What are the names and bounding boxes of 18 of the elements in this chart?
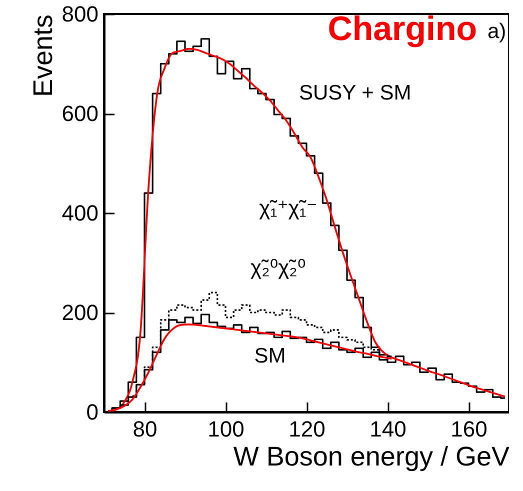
- annotation: SUSY + SM: [298, 82, 412, 105]
- annotation: SM: [254, 344, 286, 368]
- y-tick-label: 200: [62, 300, 98, 325]
- x-tick-label: 100: [208, 416, 244, 442]
- y-tick-label: 0: [86, 400, 98, 424]
- y-tick-label: 400: [62, 200, 98, 226]
- y-tick-label: 600: [62, 101, 98, 126]
- annotation: a): [488, 20, 506, 43]
- x-tick-label: 140: [370, 416, 406, 442]
- y-tick-label: 800: [62, 2, 98, 26]
- x-tick-label: 120: [288, 416, 326, 442]
- annotation: χ̃₁⁺χ̃₁⁻: [259, 197, 318, 220]
- x-tick-label: 80: [132, 416, 158, 442]
- x-tick-label: 160: [450, 416, 488, 442]
- chart-title: Chargino: [328, 10, 477, 48]
- x-axis-title: W Boson energy / GeV: [233, 442, 510, 472]
- annotation: χ̃₂⁰χ̃₂⁰: [250, 256, 306, 280]
- y-axis-title: Events: [28, 14, 58, 98]
